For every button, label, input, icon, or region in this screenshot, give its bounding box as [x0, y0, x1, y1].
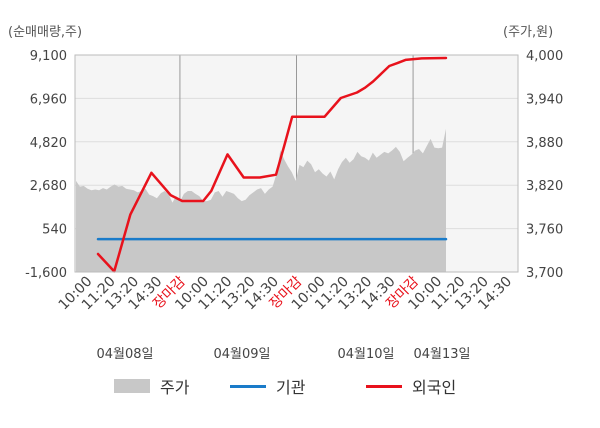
left-tick-label: 540	[42, 223, 67, 238]
date-label: 04월08일	[96, 347, 153, 362]
left-tick-label: 9,100	[30, 49, 67, 64]
legend-label-price: 주가	[160, 378, 190, 397]
plot-frame	[74, 54, 519, 273]
left-tick-label: -1,600	[25, 266, 67, 281]
right-tick-label: 3,700	[526, 266, 563, 281]
legend-label-foreign: 외국인	[412, 378, 457, 397]
legend: 주가 기관 외국인	[0, 370, 600, 400]
legend-swatch-institution	[230, 384, 266, 388]
left-tick-label: 2,680	[30, 179, 67, 194]
date-label: 04월09일	[213, 347, 270, 362]
foreign-line	[96, 56, 448, 273]
price-area	[76, 128, 446, 272]
date-label: 04월13일	[413, 347, 470, 362]
right-tick-label: 3,820	[526, 179, 563, 194]
right-tick-label: 3,940	[526, 92, 563, 107]
legend-swatch-foreign	[366, 384, 402, 388]
left-tick-label: 6,960	[30, 92, 67, 107]
right-axis-label: (주가,원)	[503, 25, 553, 40]
left-axis-label: (순매매량,주)	[8, 25, 82, 40]
right-tick-label: 3,880	[526, 136, 563, 151]
date-label: 04월10일	[337, 347, 394, 362]
legend-item-institution: 기관	[230, 374, 305, 398]
legend-item-price: 주가	[114, 374, 189, 398]
right-tick-label: 4,000	[526, 49, 563, 64]
legend-swatch-price	[114, 379, 150, 393]
left-tick-label: 4,820	[30, 136, 67, 151]
legend-label-institution: 기관	[276, 378, 306, 397]
right-tick-label: 3,760	[526, 223, 563, 238]
legend-item-foreign: 외국인	[366, 374, 456, 398]
